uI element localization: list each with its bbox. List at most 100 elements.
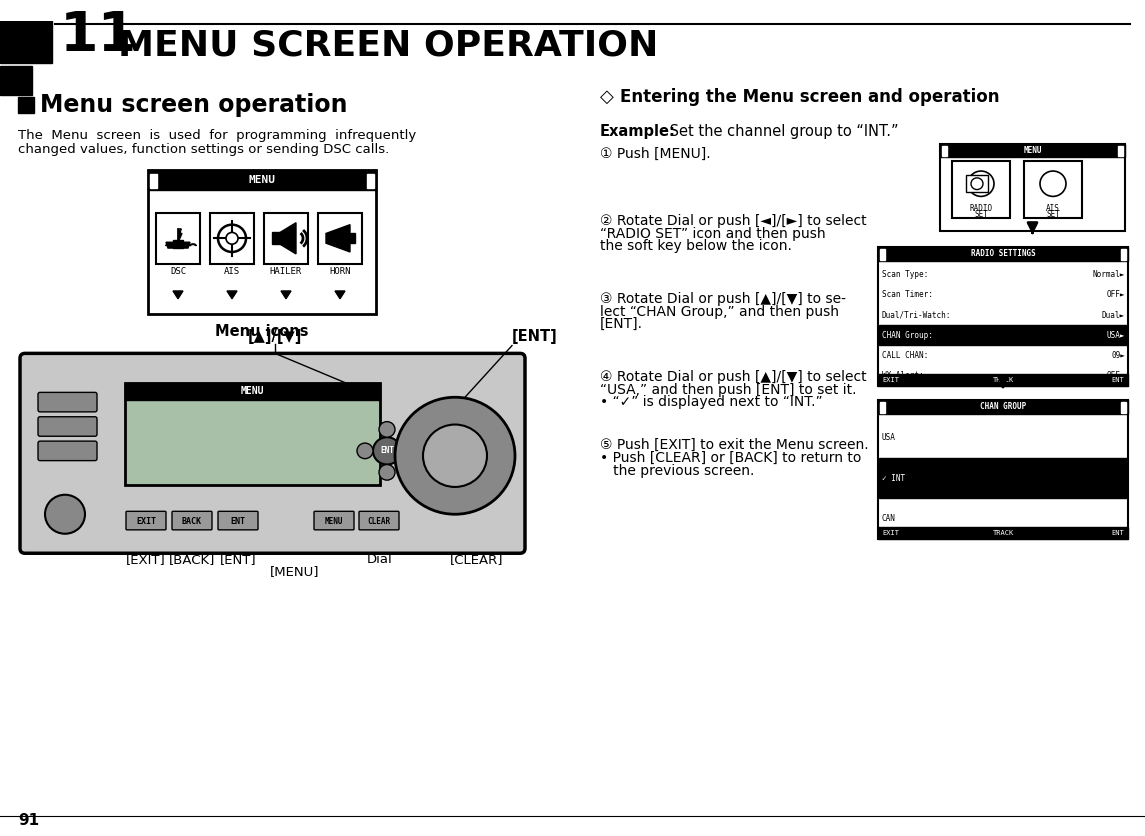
Text: RADIO SETTINGS: RADIO SETTINGS — [971, 249, 1035, 258]
Text: ③ Rotate Dial or push [▲]/[▼] to se-: ③ Rotate Dial or push [▲]/[▼] to se- — [600, 292, 846, 306]
Bar — [881, 402, 885, 413]
Polygon shape — [173, 291, 183, 298]
Bar — [878, 374, 1128, 385]
Text: [ENT]: [ENT] — [512, 329, 558, 344]
Bar — [125, 383, 380, 400]
Text: Normal►: Normal► — [1092, 270, 1126, 279]
Text: ◇: ◇ — [600, 88, 614, 106]
Text: USA: USA — [882, 433, 895, 442]
Polygon shape — [335, 291, 345, 298]
Circle shape — [401, 443, 417, 459]
Bar — [1024, 161, 1082, 218]
Text: the soft key below the icon.: the soft key below the icon. — [600, 239, 792, 253]
Text: “USA,” and then push [ENT] to set it.: “USA,” and then push [ENT] to set it. — [600, 383, 856, 396]
Text: Entering the Menu screen and operation: Entering the Menu screen and operation — [619, 88, 1000, 106]
Text: ENT: ENT — [380, 446, 394, 456]
Text: OFF►: OFF► — [1106, 290, 1126, 299]
FancyBboxPatch shape — [126, 512, 166, 530]
Bar — [148, 170, 376, 314]
Text: changed values, function settings or sending DSC calls.: changed values, function settings or sen… — [18, 143, 389, 155]
Bar — [951, 161, 1010, 218]
FancyBboxPatch shape — [172, 512, 212, 530]
Bar — [878, 527, 1128, 538]
Text: ① Push [MENU].: ① Push [MENU]. — [600, 146, 711, 161]
Polygon shape — [179, 228, 182, 240]
Text: Dual►: Dual► — [1101, 310, 1126, 319]
Text: EXIT: EXIT — [882, 377, 899, 383]
Bar — [368, 174, 374, 187]
Text: RADIO: RADIO — [970, 204, 993, 212]
Bar — [879, 325, 1127, 345]
FancyBboxPatch shape — [38, 416, 97, 436]
Text: “RADIO SET” icon and then push: “RADIO SET” icon and then push — [600, 227, 826, 241]
Bar — [0, 66, 32, 95]
Text: MENU: MENU — [248, 175, 276, 185]
Bar — [881, 249, 885, 260]
Text: the previous screen.: the previous screen. — [600, 463, 755, 477]
Text: Scan Timer:: Scan Timer: — [882, 290, 933, 299]
Polygon shape — [281, 222, 297, 254]
Text: WX Alert:: WX Alert: — [882, 371, 924, 380]
Text: The  Menu  screen  is  used  for  programming  infrequently: The Menu screen is used for programming … — [18, 129, 417, 142]
Bar — [150, 174, 157, 187]
Polygon shape — [227, 291, 237, 298]
Text: Scan Type:: Scan Type: — [882, 270, 929, 279]
Text: 11: 11 — [60, 9, 137, 63]
Circle shape — [373, 437, 401, 465]
Text: ENT: ENT — [1112, 530, 1124, 536]
Circle shape — [423, 425, 487, 487]
Text: BACK: BACK — [182, 517, 202, 526]
Polygon shape — [281, 291, 291, 298]
Bar — [878, 247, 1128, 385]
Text: SET: SET — [1047, 211, 1060, 219]
Text: Dual/Tri-Watch:: Dual/Tri-Watch: — [882, 310, 951, 319]
Text: • “✓” is displayed next to “INT.”: • “✓” is displayed next to “INT.” — [600, 395, 822, 410]
Text: 09►: 09► — [1111, 351, 1126, 359]
Polygon shape — [273, 232, 281, 244]
Bar — [1121, 402, 1126, 413]
FancyBboxPatch shape — [360, 512, 398, 530]
Text: MENU: MENU — [325, 517, 343, 526]
Text: EXIT: EXIT — [882, 530, 899, 536]
Text: [CLEAR]: [CLEAR] — [450, 553, 504, 566]
Text: CHAN Group:: CHAN Group: — [882, 331, 933, 339]
Text: Menu screen operation: Menu screen operation — [40, 93, 347, 117]
Text: ✓ INT: ✓ INT — [882, 474, 906, 482]
Text: CHAN GROUP: CHAN GROUP — [980, 402, 1026, 411]
Bar — [940, 144, 1126, 232]
Text: ④ Rotate Dial or push [▲]/[▼] to select: ④ Rotate Dial or push [▲]/[▼] to select — [600, 370, 867, 384]
Text: DSC: DSC — [169, 267, 185, 276]
Text: AIS: AIS — [1047, 204, 1060, 212]
Text: Dial: Dial — [368, 553, 393, 566]
Bar — [18, 97, 34, 113]
Polygon shape — [166, 242, 190, 248]
Bar — [148, 170, 376, 190]
Text: HAILER: HAILER — [270, 267, 302, 276]
Bar — [879, 458, 1127, 498]
Bar — [350, 233, 355, 243]
Bar — [156, 213, 200, 263]
Text: CLEAR: CLEAR — [368, 517, 390, 526]
Bar — [0, 21, 52, 63]
FancyBboxPatch shape — [19, 354, 526, 553]
Text: ENT: ENT — [230, 517, 245, 526]
Text: TRACK: TRACK — [993, 377, 1013, 383]
Text: lect “CHAN Group,” and then push: lect “CHAN Group,” and then push — [600, 304, 839, 319]
Text: AIS: AIS — [224, 267, 240, 276]
Text: ② Rotate Dial or push [◄]/[►] to select: ② Rotate Dial or push [◄]/[►] to select — [600, 214, 867, 228]
FancyBboxPatch shape — [38, 441, 97, 461]
Circle shape — [395, 397, 515, 514]
Text: 91: 91 — [18, 813, 39, 828]
FancyBboxPatch shape — [38, 392, 97, 412]
Circle shape — [379, 465, 395, 480]
Bar — [210, 213, 254, 263]
Text: MENU: MENU — [240, 386, 264, 396]
Text: [▲]/[▼]: [▲]/[▼] — [247, 329, 302, 344]
FancyBboxPatch shape — [218, 512, 258, 530]
Text: MENU: MENU — [1024, 146, 1042, 155]
Bar — [1121, 249, 1126, 260]
Text: Menu icons: Menu icons — [215, 324, 309, 339]
Text: SET: SET — [974, 211, 988, 219]
Circle shape — [357, 443, 373, 459]
Text: [BACK]: [BACK] — [168, 553, 215, 566]
